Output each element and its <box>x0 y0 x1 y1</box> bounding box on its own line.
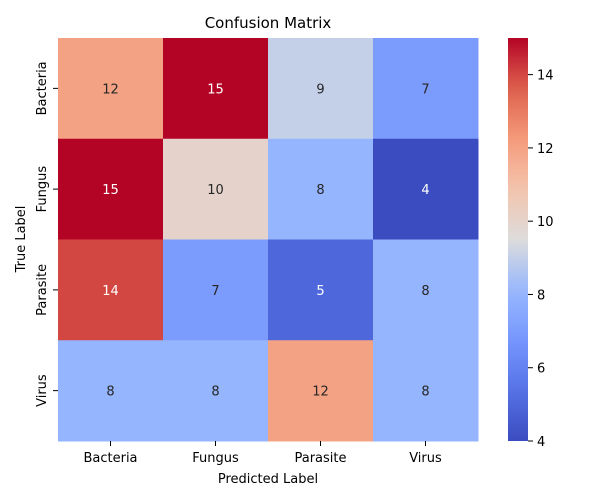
heatmap-cell <box>268 38 374 140</box>
heatmap-cell <box>163 340 269 442</box>
colorbar-ticks: 4 6 8 10 12 14 <box>528 69 554 450</box>
chart-title: Confusion Matrix <box>205 14 332 32</box>
cell-value-label: 8 <box>211 385 219 400</box>
y-axis-ticks: Bacteria Fungus Parasite Virus <box>35 61 58 407</box>
heatmap-cell <box>58 340 164 442</box>
cell-value-label: 12 <box>102 82 119 97</box>
cell-value-label: 8 <box>421 284 429 299</box>
cell-value-label: 9 <box>316 82 324 97</box>
x-tick-label: Virus <box>409 451 442 466</box>
heatmap-cell <box>268 138 374 240</box>
colorbar-tick-label: 8 <box>537 288 545 303</box>
colorbar-tick-label: 10 <box>537 215 554 230</box>
heatmap-cell <box>268 340 374 442</box>
heatmap-cell <box>58 138 164 240</box>
heatmap-cell <box>373 138 479 240</box>
heatmap-cells <box>58 38 479 442</box>
heatmap-cell <box>268 239 374 341</box>
cell-value-label: 4 <box>421 183 429 198</box>
cell-value-label: 5 <box>316 284 324 299</box>
y-tick-label: Parasite <box>35 264 50 316</box>
y-tick-label: Fungus <box>35 166 50 213</box>
cell-value-label: 15 <box>102 183 119 198</box>
colorbar-tick-label: 6 <box>537 362 545 377</box>
x-axis-ticks: Bacteria Fungus Parasite Virus <box>83 441 442 466</box>
y-axis-label: True Label <box>14 206 29 274</box>
cell-value-label: 7 <box>421 82 429 97</box>
cell-value-label: 12 <box>312 385 329 400</box>
cell-value-label: 15 <box>207 82 224 97</box>
heatmap-cell <box>58 239 164 341</box>
cell-value-label: 8 <box>316 183 324 198</box>
heatmap-cell-labels: 12 15 9 7 15 10 8 4 14 7 5 8 8 8 12 8 <box>102 82 429 399</box>
cell-value-label: 7 <box>211 284 219 299</box>
heatmap-cell <box>373 38 479 140</box>
heatmap-cell <box>163 138 269 240</box>
heatmap-cell <box>163 38 269 140</box>
cell-value-label: 8 <box>421 385 429 400</box>
x-tick-label: Fungus <box>192 451 239 466</box>
y-tick-label: Virus <box>35 374 50 407</box>
cell-value-label: 8 <box>106 385 114 400</box>
colorbar-tick-label: 12 <box>537 142 554 157</box>
cell-value-label: 10 <box>207 183 224 198</box>
heatmap-cell <box>373 340 479 442</box>
heatmap-cell <box>373 239 479 341</box>
y-tick-label: Bacteria <box>35 61 50 115</box>
heatmap-cell <box>58 38 164 140</box>
cell-value-label: 14 <box>102 284 119 299</box>
x-tick-label: Parasite <box>294 451 346 466</box>
colorbar-tick-label: 14 <box>537 69 554 84</box>
colorbar <box>508 38 528 441</box>
heatmap-cell <box>163 239 269 341</box>
x-tick-label: Bacteria <box>83 451 137 466</box>
colorbar-tick-label: 4 <box>537 435 545 450</box>
x-axis-label: Predicted Label <box>218 472 318 487</box>
